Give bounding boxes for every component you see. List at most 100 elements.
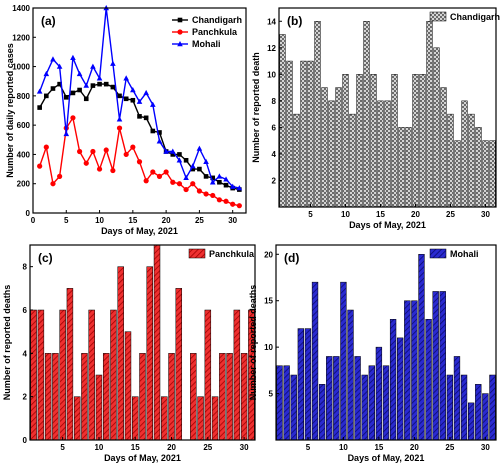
bar-day-12 [110, 309, 117, 441]
data-point-mohali [229, 183, 236, 189]
bar-day-2 [283, 365, 290, 441]
y-tick-label: 800 [17, 92, 31, 101]
data-point-mohali [76, 70, 83, 77]
bar-day-9 [88, 309, 95, 441]
bar-day-19 [161, 396, 168, 441]
bar-day-16 [139, 353, 146, 441]
bar-day-8 [326, 356, 333, 441]
bar-day-7 [318, 384, 326, 441]
bar-day-30 [482, 140, 489, 208]
data-point-chandigarh [190, 166, 196, 172]
x-tick-label: 25 [195, 216, 204, 225]
data-point-chandigarh [157, 130, 162, 135]
x-tick-label: 15 [128, 216, 137, 225]
data-point-panchkula [57, 173, 63, 179]
bar-day-17 [146, 266, 153, 441]
bar-day-31 [489, 140, 496, 208]
y-tick-label: 15 [264, 297, 273, 306]
bar-day-13 [363, 21, 370, 208]
bar-day-16 [384, 100, 391, 208]
data-point-panchkula [156, 173, 163, 179]
y-tick-label: 14 [267, 17, 276, 26]
data-point-chandigarh [117, 93, 122, 99]
y-tick-label: 6 [272, 123, 277, 132]
data-point-panchkula [203, 191, 209, 197]
legend-label-panchkula: Panchkula [192, 27, 238, 37]
bar-day-28 [468, 113, 475, 208]
bar-day-15 [375, 346, 383, 441]
y-tick-label: 10 [267, 70, 276, 79]
x-tick-label: 20 [162, 216, 171, 225]
data-point-panchkula [150, 169, 156, 175]
bar-day-4 [300, 60, 307, 208]
data-point-chandigarh [177, 152, 182, 157]
bar-day-24 [439, 291, 446, 441]
y-axis-label: Number of reported deaths [248, 285, 258, 401]
data-point-mohali [236, 185, 243, 191]
x-tick-label: 20 [410, 443, 419, 452]
data-point-chandigarh [183, 157, 189, 163]
panel-a-line-chart: 0 5 10 15 20 25 30 0 200 400 600 800 1000 1200 1400 Day… [5, 4, 247, 236]
bar-day-7 [321, 87, 328, 208]
legend-swatch [188, 248, 206, 259]
data-point-chandigarh [137, 114, 142, 119]
data-point-chandigarh [210, 175, 216, 181]
data-point-chandigarh [44, 93, 49, 99]
data-point-panchkula [90, 148, 96, 155]
data-point-chandigarh [57, 81, 62, 87]
bar-day-12 [356, 74, 363, 208]
data-point-mohali [123, 75, 129, 81]
bar-day-23 [433, 47, 440, 208]
data-point-mohali [189, 163, 196, 169]
data-point-panchkula [136, 159, 143, 165]
bar-day-3 [293, 113, 300, 208]
x-tick-label: 10 [94, 443, 103, 452]
data-point-panchkula [130, 144, 136, 150]
bar-day-29 [475, 127, 482, 208]
y-tick-label: 4 [272, 150, 277, 159]
y-tick-label: 8 [272, 97, 277, 106]
bar-day-20 [411, 300, 418, 441]
data-point-panchkula [236, 203, 242, 209]
x-tick-label: 15 [131, 443, 140, 452]
x-axis-label: Days of May, 2021 [101, 226, 178, 236]
bar-day-20 [412, 74, 419, 208]
bar-day-25 [204, 309, 212, 441]
bar-day-18 [397, 337, 404, 441]
data-point-mohali [110, 60, 116, 66]
bar-day-13 [117, 266, 124, 441]
x-tick-label: 5 [60, 443, 65, 452]
y-axis-label: Number of reported deaths [2, 285, 12, 401]
x-tick-label: 0 [31, 216, 36, 225]
bar-day-1 [276, 365, 283, 441]
data-point-panchkula [143, 178, 149, 184]
data-point-panchkula [103, 147, 109, 153]
y-axis-label: Number of reported death [251, 52, 261, 163]
bar-day-22 [426, 21, 433, 208]
bar-day-5 [307, 60, 314, 208]
data-point-mohali [216, 173, 223, 179]
data-point-chandigarh [110, 84, 116, 90]
panel-label: (a) [41, 14, 56, 28]
bar-day-7 [73, 396, 81, 441]
data-point-panchkula [116, 125, 123, 131]
bar-day-29 [475, 384, 482, 441]
y-tick-label: 8 [23, 263, 28, 272]
data-point-panchkula [110, 167, 116, 174]
bar-day-5 [304, 328, 312, 441]
bar-day-8 [328, 100, 335, 208]
bar-day-25 [447, 113, 454, 208]
data-point-panchkula [37, 163, 43, 169]
bar-day-29 [233, 309, 241, 441]
data-point-mohali [63, 130, 70, 137]
data-point-panchkula [210, 192, 216, 199]
bar-day-25 [446, 374, 454, 441]
plot-frame [32, 7, 247, 214]
data-point-panchkula [190, 181, 196, 187]
y-tick-label: 0 [26, 209, 31, 218]
x-tick-label: 10 [95, 216, 104, 225]
x-tick-label: 15 [376, 210, 385, 219]
data-point-mohali [70, 54, 76, 60]
x-tick-label: 10 [339, 443, 348, 452]
